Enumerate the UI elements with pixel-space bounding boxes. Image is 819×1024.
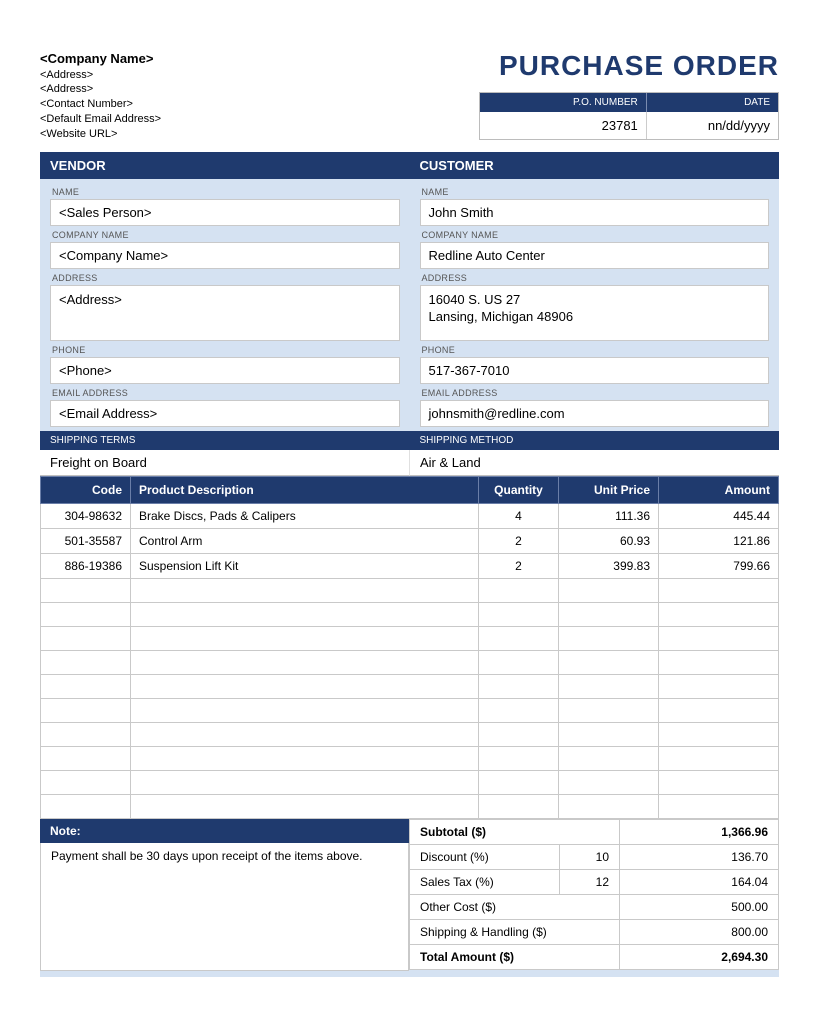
col-header-amount: Amount [659,476,779,503]
table-row[interactable]: 501-35587Control Arm260.93121.86 [41,528,779,553]
col-header-price: Unit Price [559,476,659,503]
vendor-phone-label: PHONE [52,345,400,355]
customer-name-label: NAME [422,187,770,197]
po-meta-box: P.O. NUMBER DATE 23781 nn/dd/yyyy [479,92,779,140]
subtotal-label: Subtotal ($) [410,819,620,844]
cell-desc[interactable]: Brake Discs, Pads & Calipers [131,503,479,528]
table-row-empty[interactable] [41,650,779,674]
customer-company-label: COMPANY NAME [422,230,770,240]
vendor-email-label: EMAIL ADDRESS [52,388,400,398]
cell-price[interactable]: 60.93 [559,528,659,553]
customer-phone-field[interactable]: 517-367-7010 [420,357,770,384]
cell-amount[interactable]: 121.86 [659,528,779,553]
bottom-row: Note: Payment shall be 30 days upon rece… [40,819,779,971]
vendor-phone-field[interactable]: <Phone> [50,357,400,384]
customer-email-label: EMAIL ADDRESS [422,388,770,398]
table-row-empty[interactable] [41,698,779,722]
cell-desc[interactable]: Suspension Lift Kit [131,553,479,578]
table-row-empty[interactable] [41,770,779,794]
subtotal-value: 1,366.96 [620,819,779,844]
company-website: <Website URL> [40,127,161,142]
cell-amount[interactable]: 799.66 [659,553,779,578]
company-email: <Default Email Address> [40,112,161,127]
discount-amount: 136.70 [620,844,779,869]
other-cost-label: Other Cost ($) [410,894,620,919]
tax-label: Sales Tax (%) [410,869,560,894]
customer-email-field[interactable]: johnsmith@redline.com [420,400,770,427]
po-number-field[interactable]: 23781 [480,112,647,139]
cell-price[interactable]: 111.36 [559,503,659,528]
customer-address-field[interactable]: 16040 S. US 27 Lansing, Michigan 48906 [420,285,770,341]
date-field[interactable]: nn/dd/yyyy [647,112,778,139]
company-address-1: <Address> [40,68,161,83]
table-row[interactable]: 304-98632Brake Discs, Pads & Calipers411… [41,503,779,528]
shipping-handling-amount[interactable]: 800.00 [620,919,779,944]
total-amount-value: 2,694.30 [620,944,779,969]
company-address-2: <Address> [40,82,161,97]
note-text[interactable]: Payment shall be 30 days upon receipt of… [40,843,409,971]
customer-company-field[interactable]: Redline Auto Center [420,242,770,269]
shipping-terms-label: SHIPPING TERMS [40,431,410,450]
table-row-empty[interactable] [41,626,779,650]
page-title: PURCHASE ORDER [479,50,779,82]
table-row-empty[interactable] [41,674,779,698]
company-name: <Company Name> [40,50,161,68]
shipping-method-field[interactable]: Air & Land [410,450,779,476]
vendor-name-label: NAME [52,187,400,197]
cell-code[interactable]: 304-98632 [41,503,131,528]
cell-price[interactable]: 399.83 [559,553,659,578]
table-row-empty[interactable] [41,794,779,818]
shipping-method-label: SHIPPING METHOD [410,431,780,450]
customer-address-line2: Lansing, Michigan 48906 [429,309,574,324]
note-label: Note: [40,819,409,843]
cell-amount[interactable]: 445.44 [659,503,779,528]
company-info-block: <Company Name> <Address> <Address> <Cont… [40,50,161,142]
table-row[interactable]: 886-19386Suspension Lift Kit2399.83799.6… [41,553,779,578]
vendor-email-field[interactable]: <Email Address> [50,400,400,427]
table-row-empty[interactable] [41,746,779,770]
customer-address-line1: 16040 S. US 27 [429,292,521,307]
vendor-address-field[interactable]: <Address> [50,285,400,341]
totals-block: Subtotal ($) 1,366.96 Discount (%) 10 13… [409,819,779,971]
tax-pct[interactable]: 12 [560,869,620,894]
note-block: Note: Payment shall be 30 days upon rece… [40,819,409,971]
other-cost-amount[interactable]: 500.00 [620,894,779,919]
vendor-address-label: ADDRESS [52,273,400,283]
shipping-handling-label: Shipping & Handling ($) [410,919,620,944]
customer-column: NAME John Smith COMPANY NAME Redline Aut… [410,179,780,429]
cell-desc[interactable]: Control Arm [131,528,479,553]
discount-label: Discount (%) [410,844,560,869]
company-contact: <Contact Number> [40,97,161,112]
cell-qty[interactable]: 4 [479,503,559,528]
table-row-empty[interactable] [41,722,779,746]
cell-code[interactable]: 501-35587 [41,528,131,553]
cell-code[interactable]: 886-19386 [41,553,131,578]
customer-phone-label: PHONE [422,345,770,355]
form-area: VENDOR CUSTOMER NAME <Sales Person> COMP… [40,152,779,977]
col-header-qty: Quantity [479,476,559,503]
po-number-label: P.O. NUMBER [480,93,647,112]
tax-amount: 164.04 [620,869,779,894]
vendor-section-title: VENDOR [40,152,410,179]
customer-section-title: CUSTOMER [410,152,780,179]
header: <Company Name> <Address> <Address> <Cont… [40,50,779,142]
items-table: Code Product Description Quantity Unit P… [40,476,779,819]
vendor-column: NAME <Sales Person> COMPANY NAME <Compan… [40,179,410,429]
col-header-desc: Product Description [131,476,479,503]
vendor-company-field[interactable]: <Company Name> [50,242,400,269]
date-label: DATE [647,93,778,112]
discount-pct[interactable]: 10 [560,844,620,869]
cell-qty[interactable]: 2 [479,528,559,553]
title-block: PURCHASE ORDER P.O. NUMBER DATE 23781 nn… [479,50,779,140]
table-row-empty[interactable] [41,602,779,626]
shipping-terms-field[interactable]: Freight on Board [40,450,410,476]
vendor-name-field[interactable]: <Sales Person> [50,199,400,226]
vendor-company-label: COMPANY NAME [52,230,400,240]
customer-address-label: ADDRESS [422,273,770,283]
col-header-code: Code [41,476,131,503]
customer-name-field[interactable]: John Smith [420,199,770,226]
table-row-empty[interactable] [41,578,779,602]
total-amount-label: Total Amount ($) [410,944,620,969]
cell-qty[interactable]: 2 [479,553,559,578]
